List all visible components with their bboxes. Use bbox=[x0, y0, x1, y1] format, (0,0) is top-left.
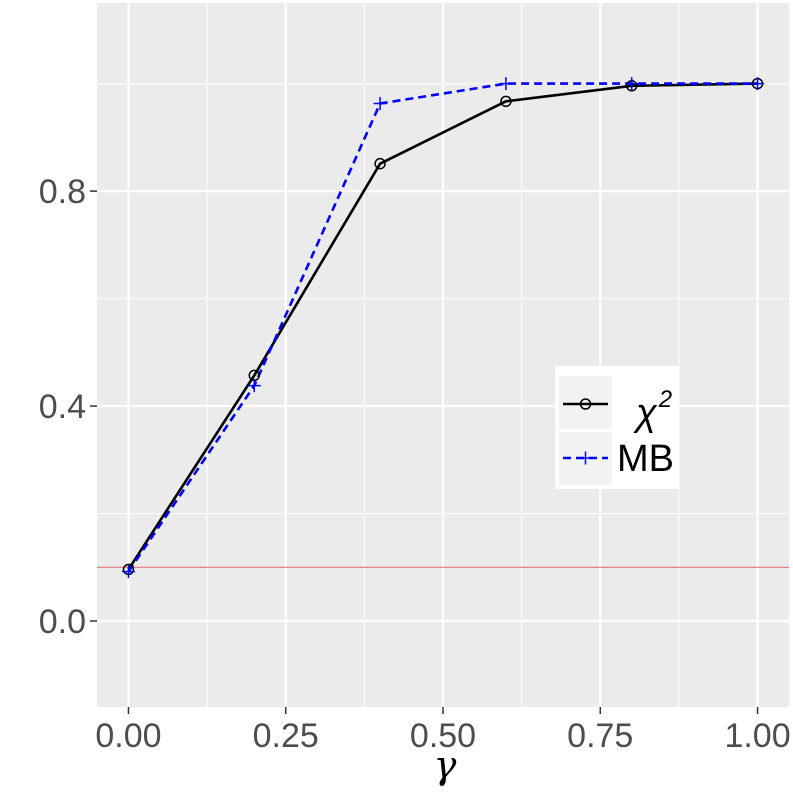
legend-key-1-bg bbox=[559, 376, 612, 429]
series-1-line bbox=[127, 82, 758, 571]
y-axis-ticks: 0.0 0.4 0.8 bbox=[39, 173, 97, 641]
x-tick-label: 0.25 bbox=[253, 717, 319, 755]
x-tick-label: 1.00 bbox=[724, 717, 790, 755]
x-axis-title: γ bbox=[434, 743, 457, 787]
legend-label-1-superscript: 2 bbox=[658, 386, 672, 413]
series-2-point bbox=[625, 77, 639, 91]
major-gridlines bbox=[97, 3, 789, 707]
legend-key-2-marker bbox=[579, 451, 592, 465]
series-2-point bbox=[373, 96, 387, 110]
x-tick-label: 0.75 bbox=[567, 717, 633, 755]
series-1-point bbox=[500, 95, 512, 108]
series-2-point bbox=[121, 565, 135, 579]
legend-label-1: χ2 bbox=[633, 386, 672, 434]
series-layer bbox=[121, 77, 765, 579]
y-tick-label: 0.8 bbox=[39, 173, 86, 211]
series-2-line bbox=[127, 82, 758, 573]
y-tick-label: 0.0 bbox=[39, 603, 86, 641]
x-axis-ticks: 0.00 0.25 0.50 0.75 1.00 bbox=[95, 707, 791, 755]
series-2-point bbox=[751, 77, 765, 91]
legend-key-1-marker bbox=[579, 398, 592, 410]
legend: χ2 MB bbox=[555, 366, 679, 489]
y-tick-label: 0.4 bbox=[39, 388, 86, 426]
series-2-point bbox=[247, 379, 261, 393]
x-tick-label: 0.00 bbox=[95, 717, 161, 755]
series-1-point bbox=[374, 157, 386, 170]
x-tick-label: 0.50 bbox=[410, 717, 476, 755]
legend-label-2: MB bbox=[617, 438, 674, 480]
legend-label-1-main: χ bbox=[633, 392, 658, 434]
series-2-point bbox=[499, 77, 513, 91]
